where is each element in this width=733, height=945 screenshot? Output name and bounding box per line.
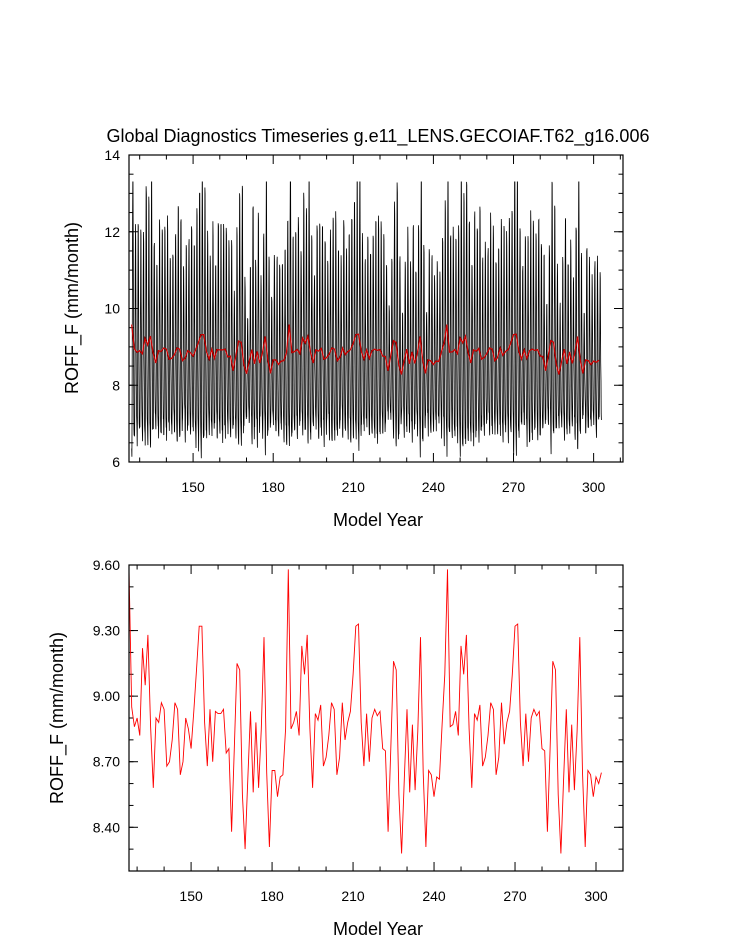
y-tick-label: 8.70: [93, 754, 120, 770]
y-tick-label: 12: [104, 224, 120, 240]
x-tick-label: 210: [341, 888, 365, 904]
y-tick-label: 14: [104, 147, 120, 163]
x-tick-label: 180: [262, 479, 286, 495]
annual-mean-line-top: [131, 324, 600, 375]
x-tick-label: 240: [422, 888, 446, 904]
annual-mean-line-bottom: [128, 569, 602, 854]
x-tick-label: 150: [179, 888, 203, 904]
x-tick-label: 150: [181, 479, 205, 495]
y-tick-label: 9.30: [93, 623, 120, 639]
x-tick-label: 210: [342, 479, 366, 495]
y-tick-label: 9.00: [93, 688, 120, 704]
plot-area-top: 150 180 210 240 270 300 6 8 10 12 14: [104, 147, 623, 495]
timeseries-panel-bottom: 150 180 210 240 270 300 8.40 8.70 9.00 9.30 9.60 M…: [47, 557, 624, 939]
x-tick-label: 180: [260, 888, 284, 904]
plot-area-bottom: 150 180 210 240 270 300 8.40 8.70 9.00 9.30 9.60: [93, 557, 624, 904]
x-axis-label-top: Model Year: [333, 510, 423, 530]
y-tick-label: 8.40: [93, 819, 120, 835]
x-tick-label: 270: [502, 479, 526, 495]
x-tick-label: 270: [503, 888, 527, 904]
timeseries-panel-top: Global Diagnostics Timeseries g.e11_LENS…: [62, 126, 649, 530]
y-axis-label-top: ROFF_F (mm/month): [62, 222, 83, 394]
y-tick-label: 6: [112, 454, 120, 470]
monthly-series-line: [131, 181, 602, 459]
chart-title: Global Diagnostics Timeseries g.e11_LENS…: [107, 126, 650, 147]
x-tick-label: 300: [584, 888, 608, 904]
y-axis-label-bottom: ROFF_F (mm/month): [47, 632, 68, 804]
y-tick-label: 9.60: [93, 557, 120, 573]
plot-frame-bottom: [128, 564, 624, 872]
plot-frame-top: [128, 154, 624, 463]
x-tick-label: 300: [582, 479, 606, 495]
y-tick-label: 8: [112, 377, 120, 393]
y-tick-label: 10: [104, 301, 120, 317]
x-axis-label-bottom: Model Year: [333, 919, 423, 939]
x-tick-label: 240: [422, 479, 446, 495]
